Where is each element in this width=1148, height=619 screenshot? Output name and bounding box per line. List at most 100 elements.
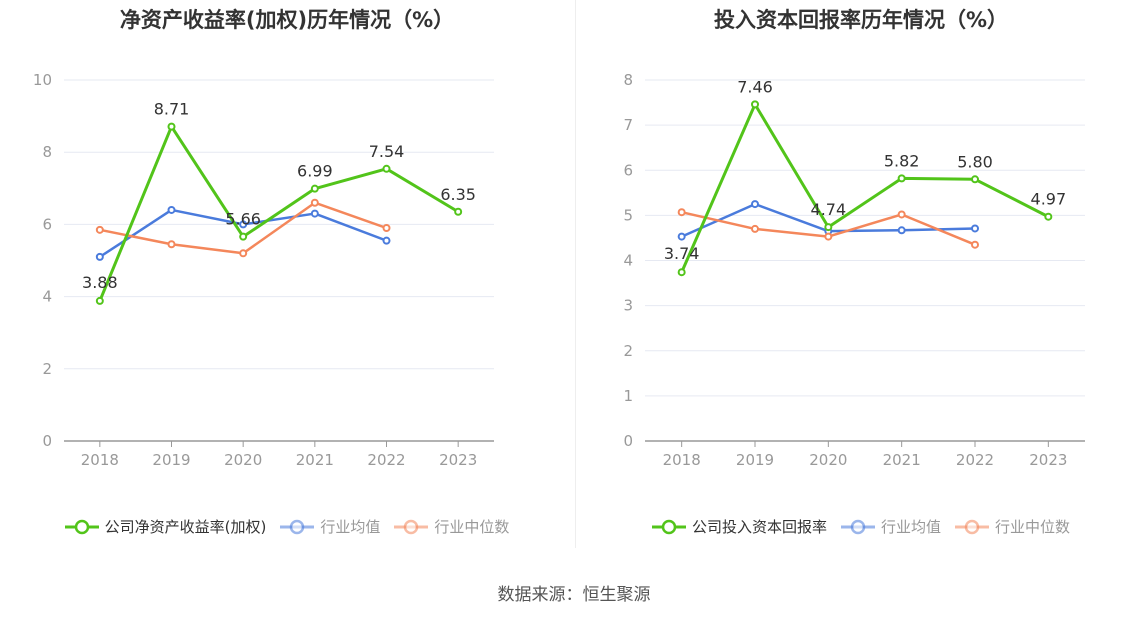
- data-point[interactable]: [95, 252, 104, 261]
- data-label: 5.66: [225, 210, 261, 229]
- legend-label: 行业中位数: [434, 518, 510, 536]
- y-tick-label: 2: [623, 342, 633, 360]
- chart-panel-roe: 净资产收益率(加权)历年情况（%） 0 2 4 6 8 10 2018 2019 2020 202…: [0, 0, 574, 560]
- legend-item[interactable]: 行业中位数: [955, 516, 1070, 537]
- legend-label: 公司净资产收益率(加权): [104, 518, 267, 536]
- data-point[interactable]: [310, 198, 319, 207]
- y-tick-label: 5: [623, 206, 633, 224]
- data-point[interactable]: [239, 249, 248, 258]
- data-label: 7.46: [737, 77, 773, 96]
- legend-label: 行业中位数: [995, 518, 1071, 536]
- legend-item[interactable]: 公司净资产收益率(加权): [64, 516, 267, 537]
- data-point[interactable]: [751, 100, 759, 109]
- y-tick-label: 0: [42, 432, 52, 450]
- legend-item[interactable]: 公司投入资本回报率: [651, 516, 827, 537]
- x-tick-label: 2021: [296, 451, 334, 469]
- data-point[interactable]: [239, 232, 248, 241]
- data-point[interactable]: [1044, 212, 1053, 221]
- data-point[interactable]: [824, 232, 833, 241]
- legend-item[interactable]: 行业均值: [840, 516, 941, 537]
- data-label: 6.35: [440, 185, 476, 204]
- line-chart-roic: 0 1 2 3 4 5 6 7 8 2018 2019 2020 2021 2022 2023 3.74 7.4…: [623, 71, 1085, 469]
- series-line: [98, 125, 459, 302]
- y-tick-label: 4: [42, 288, 52, 306]
- data-point[interactable]: [824, 223, 833, 232]
- legend: 公司投入资本回报率 行业均值 行业中位数: [574, 516, 1148, 537]
- x-tick-label: 2020: [224, 451, 262, 469]
- y-tick-label: 1: [623, 387, 633, 405]
- legend: 公司净资产收益率(加权) 行业均值 行业中位数: [0, 516, 574, 537]
- legend-label: 公司投入资本回报率: [691, 518, 827, 536]
- x-tick-label: 2022: [367, 451, 405, 469]
- data-point[interactable]: [897, 210, 906, 219]
- legend-swatch-icon: [840, 519, 875, 534]
- y-tick-label: 3: [623, 297, 633, 315]
- y-tick-label: 2: [42, 360, 52, 378]
- legend-swatch-icon: [64, 519, 99, 534]
- data-point[interactable]: [971, 175, 979, 184]
- y-tick-label: 7: [623, 116, 633, 134]
- data-point[interactable]: [897, 174, 906, 183]
- y-tick-label: 6: [42, 215, 52, 233]
- legend-label: 行业均值: [880, 518, 941, 536]
- x-tick-label: 2018: [81, 451, 119, 469]
- data-point[interactable]: [382, 236, 391, 245]
- panel-divider: [575, 0, 576, 548]
- x-tick-label: 2018: [663, 451, 701, 469]
- data-point[interactable]: [677, 268, 686, 277]
- y-tick-label: 0: [623, 432, 633, 450]
- legend-swatch-icon: [394, 519, 429, 534]
- data-point[interactable]: [167, 122, 176, 131]
- data-point[interactable]: [95, 225, 104, 234]
- chart-panel-roic: 投入资本回报率历年情况（%） 0 1 2 3 4 5 6 7 8 2018 2019 2020 2021…: [574, 0, 1148, 560]
- series-line: [680, 102, 1050, 273]
- data-point[interactable]: [751, 200, 759, 209]
- data-point[interactable]: [382, 224, 391, 233]
- data-point[interactable]: [971, 240, 979, 249]
- x-tick-label: 2023: [1029, 451, 1067, 469]
- source-note: 数据来源：恒生聚源: [497, 585, 651, 605]
- line-chart-roe: 0 2 4 6 8 10 2018 2019 2020 2021 2022 2023 3.88 8.71 5…: [33, 71, 494, 469]
- legend-swatch-icon: [651, 519, 686, 534]
- x-tick-label: 2021: [883, 451, 921, 469]
- data-label: 4.74: [811, 200, 847, 219]
- x-tick-label: 2020: [809, 451, 847, 469]
- data-point[interactable]: [751, 224, 759, 233]
- data-label: 3.88: [82, 273, 118, 292]
- data-point[interactable]: [971, 224, 979, 233]
- legend-swatch-icon: [280, 519, 315, 534]
- x-tick-label: 2022: [956, 451, 994, 469]
- y-tick-label: 10: [33, 71, 52, 89]
- y-tick-label: 4: [623, 252, 633, 270]
- legend-item[interactable]: 行业均值: [280, 516, 380, 537]
- legend-item[interactable]: 行业中位数: [394, 516, 509, 537]
- data-label: 5.80: [957, 152, 993, 171]
- data-point[interactable]: [239, 220, 248, 229]
- data-label: 8.71: [154, 100, 190, 119]
- data-label: 6.99: [297, 162, 333, 181]
- data-point[interactable]: [310, 209, 319, 218]
- data-point[interactable]: [382, 164, 391, 173]
- data-label: 4.97: [1031, 190, 1067, 209]
- data-point[interactable]: [454, 207, 463, 216]
- x-tick-label: 2019: [736, 451, 774, 469]
- y-tick-label: 8: [42, 143, 52, 161]
- data-label: 3.74: [664, 244, 700, 263]
- data-label: 7.54: [369, 142, 405, 161]
- data-point[interactable]: [95, 296, 104, 305]
- data-point[interactable]: [167, 205, 176, 214]
- data-label: 5.82: [884, 151, 920, 170]
- chart-title: 投入资本回报率历年情况（%）: [713, 8, 1009, 32]
- legend-label: 行业均值: [320, 518, 381, 536]
- data-point[interactable]: [677, 208, 686, 217]
- y-tick-label: 6: [623, 161, 633, 179]
- x-tick-label: 2019: [152, 451, 190, 469]
- x-tick-label: 2023: [439, 451, 477, 469]
- data-point[interactable]: [897, 226, 906, 235]
- legend-swatch-icon: [955, 519, 989, 534]
- data-point[interactable]: [677, 232, 686, 241]
- data-point[interactable]: [310, 184, 319, 193]
- data-point[interactable]: [167, 240, 176, 249]
- y-tick-label: 8: [623, 71, 633, 89]
- chart-title: 净资产收益率(加权)历年情况（%）: [119, 8, 455, 32]
